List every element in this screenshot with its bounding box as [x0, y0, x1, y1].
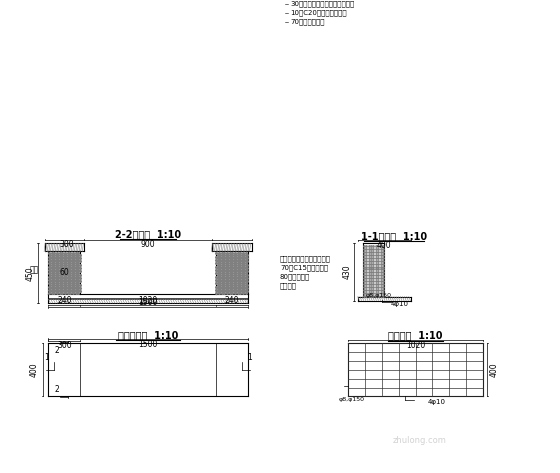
Text: 桩数: 桩数 — [29, 265, 39, 274]
Text: 300: 300 — [59, 240, 74, 249]
Text: 70厚钢筋砼底板: 70厚钢筋砼底板 — [290, 18, 324, 25]
Text: 2: 2 — [54, 385, 59, 394]
Text: 素土夯实: 素土夯实 — [280, 282, 297, 289]
Text: 60: 60 — [59, 268, 69, 277]
Text: 400: 400 — [489, 362, 499, 377]
Text: 70厚C15混凝土垫层: 70厚C15混凝土垫层 — [280, 264, 328, 271]
Text: 430: 430 — [342, 265, 351, 280]
Text: 1500: 1500 — [138, 340, 158, 349]
Text: 1: 1 — [247, 353, 251, 362]
Text: 400: 400 — [30, 362, 39, 377]
Text: 400: 400 — [377, 241, 391, 250]
Text: 4φ10: 4φ10 — [391, 301, 409, 307]
Text: 印花红花岗岩石凳（哑面）: 印花红花岗岩石凳（哑面） — [280, 255, 331, 262]
Text: 240: 240 — [57, 296, 72, 305]
Text: zhulong.com: zhulong.com — [393, 436, 447, 445]
Text: 1020: 1020 — [406, 341, 425, 350]
Text: 10厚C20水泥沙浆结合层: 10厚C20水泥沙浆结合层 — [290, 9, 347, 16]
Text: 凳板配筋  1:10: 凳板配筋 1:10 — [388, 331, 443, 341]
Text: 30厚印花红花岗岩面板（光面）: 30厚印花红花岗岩面板（光面） — [290, 0, 354, 7]
Text: 2: 2 — [54, 346, 59, 355]
Text: 1-1剖面图  1:10: 1-1剖面图 1:10 — [361, 231, 427, 241]
Text: 450: 450 — [25, 266, 34, 280]
Text: 1020: 1020 — [138, 296, 158, 305]
Text: 80厚碎石垫层: 80厚碎石垫层 — [280, 273, 310, 280]
Text: 1500: 1500 — [138, 298, 158, 307]
Text: 2-2剖面图  1:10: 2-2剖面图 1:10 — [115, 229, 181, 239]
Text: 300: 300 — [57, 341, 72, 350]
Text: 座凳平面图  1:10: 座凳平面图 1:10 — [118, 330, 178, 340]
Text: φ8,φ150: φ8,φ150 — [339, 396, 365, 402]
Text: 240: 240 — [225, 296, 239, 305]
Text: φ8,φ150: φ8,φ150 — [366, 293, 392, 298]
Text: 4φ10: 4φ10 — [427, 399, 446, 405]
Text: 900: 900 — [141, 240, 155, 249]
Text: 1: 1 — [44, 353, 49, 362]
